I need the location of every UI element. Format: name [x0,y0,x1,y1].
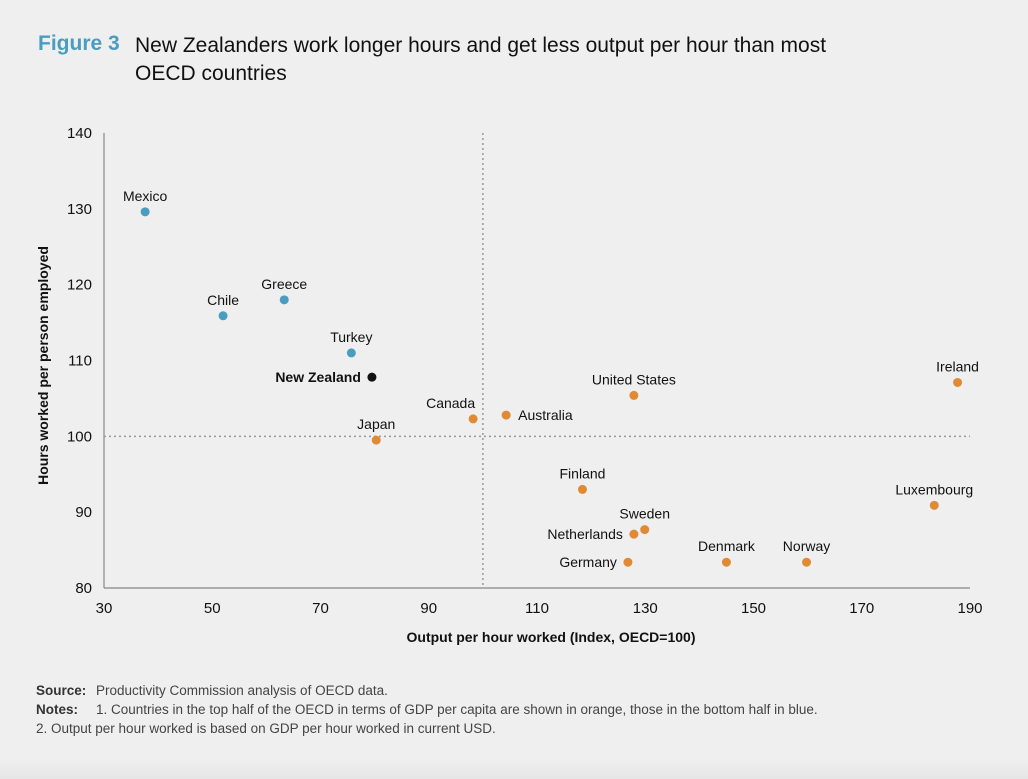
y-tick-label: 140 [67,125,92,142]
notes-line-1: Notes: 1. Countries in the top half of th… [36,702,818,717]
point-label-japan: Japan [357,416,395,432]
x-tick-label: 110 [525,600,549,617]
point-label-united-states: United States [592,371,676,387]
point-netherlands [629,529,639,539]
x-tick-label: 50 [204,600,221,617]
y-tick-label: 80 [75,580,92,597]
point-canada [468,414,478,424]
y-tick-label: 120 [67,277,92,294]
y-axis-title: Hours worked per person employed [35,246,51,485]
x-tick-label: 30 [96,600,113,617]
note-1: 1. Countries in the top half of the OECD… [96,702,818,717]
point-label-ireland: Ireland [936,358,979,374]
point-label-new-zealand: New Zealand [275,369,361,385]
axes: 80 90 100 110 120 130 140 30 50 70 90 110 130 150 170 1… [67,125,983,617]
x-tick-label: 190 [957,600,982,617]
y-tick-label: 90 [75,504,92,521]
point-finland [577,484,587,494]
reference-lines [104,133,970,588]
x-axis-title: Output per hour worked (Index, OECD=100) [407,629,696,645]
source-text: Productivity Commission analysis of OECD… [96,683,388,698]
point-new-zealand [367,372,377,382]
point-ireland [953,377,963,387]
x-tick-label: 70 [312,600,329,617]
source-line: Source: Productivity Commission analysis … [36,683,388,698]
note-2: 2. Output per hour worked is based on GD… [36,721,496,736]
point-label-mexico: Mexico [123,188,168,204]
point-australia [501,410,511,420]
point-norway [802,557,812,567]
point-label-netherlands: Netherlands [547,526,623,542]
point-label-norway: Norway [783,538,830,554]
x-tick-label: 90 [420,600,437,617]
data-points: Mexico Chile Greece Turkey New Zealand Japan C… [123,188,979,570]
scatter-chart: 80 90 100 110 120 130 140 30 50 70 90 110 130 150 170 1… [35,125,983,645]
point-label-finland: Finland [560,465,606,481]
point-label-greece: Greece [261,276,307,292]
figure-label: Figure 3 [38,32,120,55]
point-label-luxembourg: Luxembourg [895,481,973,497]
point-label-denmark: Denmark [698,538,756,554]
x-tick-label: 170 [849,600,874,617]
point-luxembourg [929,500,939,510]
point-japan [371,435,381,445]
figure-title: New Zealanders work longer hours and get… [135,34,827,85]
point-denmark [721,557,731,567]
point-label-australia: Australia [518,407,573,423]
x-tick-label: 150 [741,600,766,617]
bottom-shade [0,759,1028,779]
point-label-sweden: Sweden [619,506,670,522]
point-germany [623,557,633,567]
point-greece [279,295,289,305]
y-tick-label: 130 [67,201,92,218]
point-label-turkey: Turkey [330,329,372,345]
point-mexico [140,207,150,217]
point-label-canada: Canada [426,395,475,411]
x-tick-label: 130 [633,600,658,617]
point-united-states [629,390,639,400]
point-chile [218,311,228,321]
notes-line-2: 2. Output per hour worked is based on GD… [36,721,496,736]
y-tick-label: 100 [67,428,92,445]
point-turkey [346,348,356,358]
source-key: Source: [36,683,87,698]
point-label-germany: Germany [559,554,617,570]
y-tick-label: 110 [68,353,92,370]
point-sweden [640,525,650,535]
notes-key: Notes: [36,702,79,717]
point-label-chile: Chile [207,292,239,308]
